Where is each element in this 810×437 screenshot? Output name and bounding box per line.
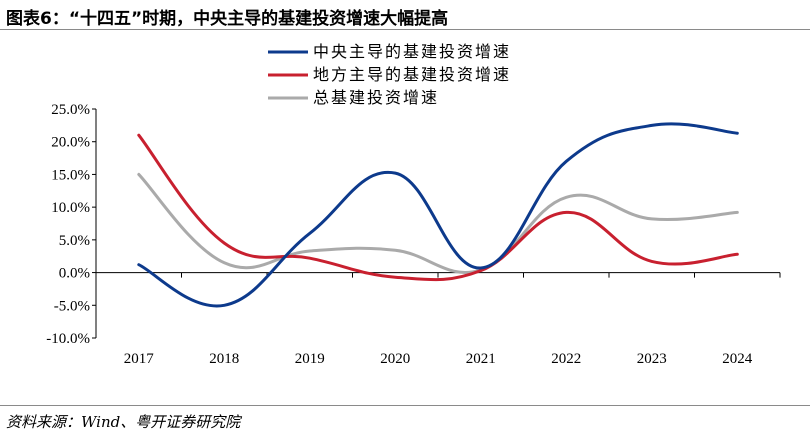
series-line	[137, 133, 739, 282]
x-tick-label: 2017	[124, 351, 155, 367]
legend-label: 地方主导的基建投资增速	[313, 65, 511, 84]
x-tick-label: 2018	[209, 351, 239, 367]
x-tick-label: 2022	[551, 351, 581, 367]
x-tick-label: 2021	[466, 351, 496, 367]
series-line	[137, 172, 739, 274]
y-tick-label: -10.0%	[46, 331, 90, 347]
title-divider	[0, 29, 810, 30]
x-tick-label: 2020	[380, 351, 410, 367]
y-tick-label: 10.0%	[51, 200, 90, 216]
y-tick-label: 15.0%	[51, 167, 90, 183]
y-tick-label: 20.0%	[51, 135, 90, 151]
source-divider	[0, 405, 810, 406]
x-tick-label: 2024	[722, 351, 753, 367]
x-tick-label: 2023	[637, 351, 667, 367]
x-tick-label: 2019	[295, 351, 325, 367]
y-tick-label: 0.0%	[59, 266, 90, 282]
series-line	[137, 122, 739, 308]
y-tick-label: 5.0%	[59, 233, 90, 249]
y-tick-label: -5.0%	[54, 298, 90, 314]
legend-label: 总基建投资增速	[313, 88, 439, 107]
chart-series	[137, 122, 739, 308]
legend-label: 中央主导的基建投资增速	[313, 42, 511, 61]
source-note: 资料来源：Wind、粤开证券研究院	[6, 413, 241, 431]
y-tick-label: 25.0%	[51, 102, 90, 118]
chart-axes: -10.0% -5.0% 0.0% 5.0% 10.0% 15.0% 20.0% 25.0% 2…	[46, 102, 781, 367]
figure-title: 图表6：“十四五”时期，中央主导的基建投资增速大幅提高	[6, 9, 449, 29]
